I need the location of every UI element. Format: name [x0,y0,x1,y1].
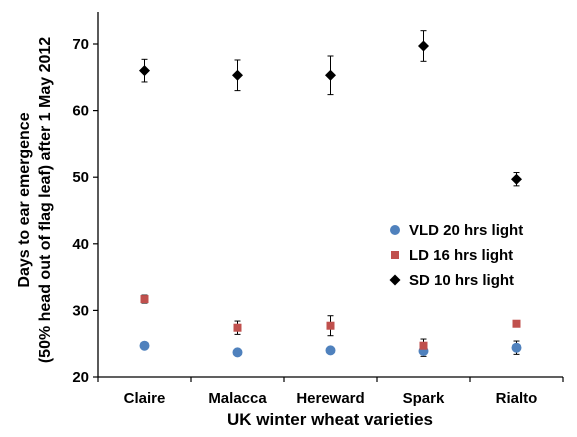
x-axis-title: UK winter wheat varieties [227,410,433,429]
y-axis-title-line2: (50% head out of flag leaf) after 1 May … [37,37,54,363]
y-tick-label: 50 [72,169,89,186]
y-tick-label: 30 [72,302,89,319]
x-ticks: Claire Malacca Hereward Spark Rialto [97,377,564,407]
x-tick-label: Malacca [208,390,267,407]
legend-marker-ld [391,251,399,259]
legend-label-ld: LD 16 hrs light [409,247,513,264]
point-vld [139,340,150,351]
point-ld [419,341,428,350]
x-tick-label: Hereward [296,390,364,407]
point-vld [511,342,522,353]
point-ld [326,321,335,330]
legend: VLD 20 hrs light LD 16 hrs light SD 10 hrs… [389,222,523,289]
x-tick-label: Claire [124,390,166,407]
point-ld [140,295,149,304]
point-sd [418,40,429,52]
y-tick-label: 60 [72,103,89,120]
point-sd [139,65,150,77]
y-tick-label: 40 [72,236,89,253]
x-tick-label: Spark [403,390,445,407]
legend-marker-sd [389,274,401,286]
legend-marker-vld [390,225,400,235]
point-vld [325,345,336,356]
data-points [139,40,522,358]
y-axis-title-line1: Days to ear emergence [16,112,33,287]
point-vld [232,347,243,358]
legend-label-vld: VLD 20 hrs light [409,222,523,239]
y-axis-title: Days to ear emergence (50% head out of f… [16,37,54,363]
x-tick-label: Rialto [496,390,538,407]
y-tick-label: 20 [72,369,89,386]
axes [97,12,563,378]
legend-label-sd: SD 10 hrs light [409,272,514,289]
point-ld [233,323,242,332]
y-tick-label: 70 [72,36,89,53]
point-ld [512,319,521,328]
point-sd [325,69,336,81]
y-ticks: 20 30 40 50 60 70 [72,36,98,386]
point-sd [232,69,243,81]
point-sd [511,173,522,185]
